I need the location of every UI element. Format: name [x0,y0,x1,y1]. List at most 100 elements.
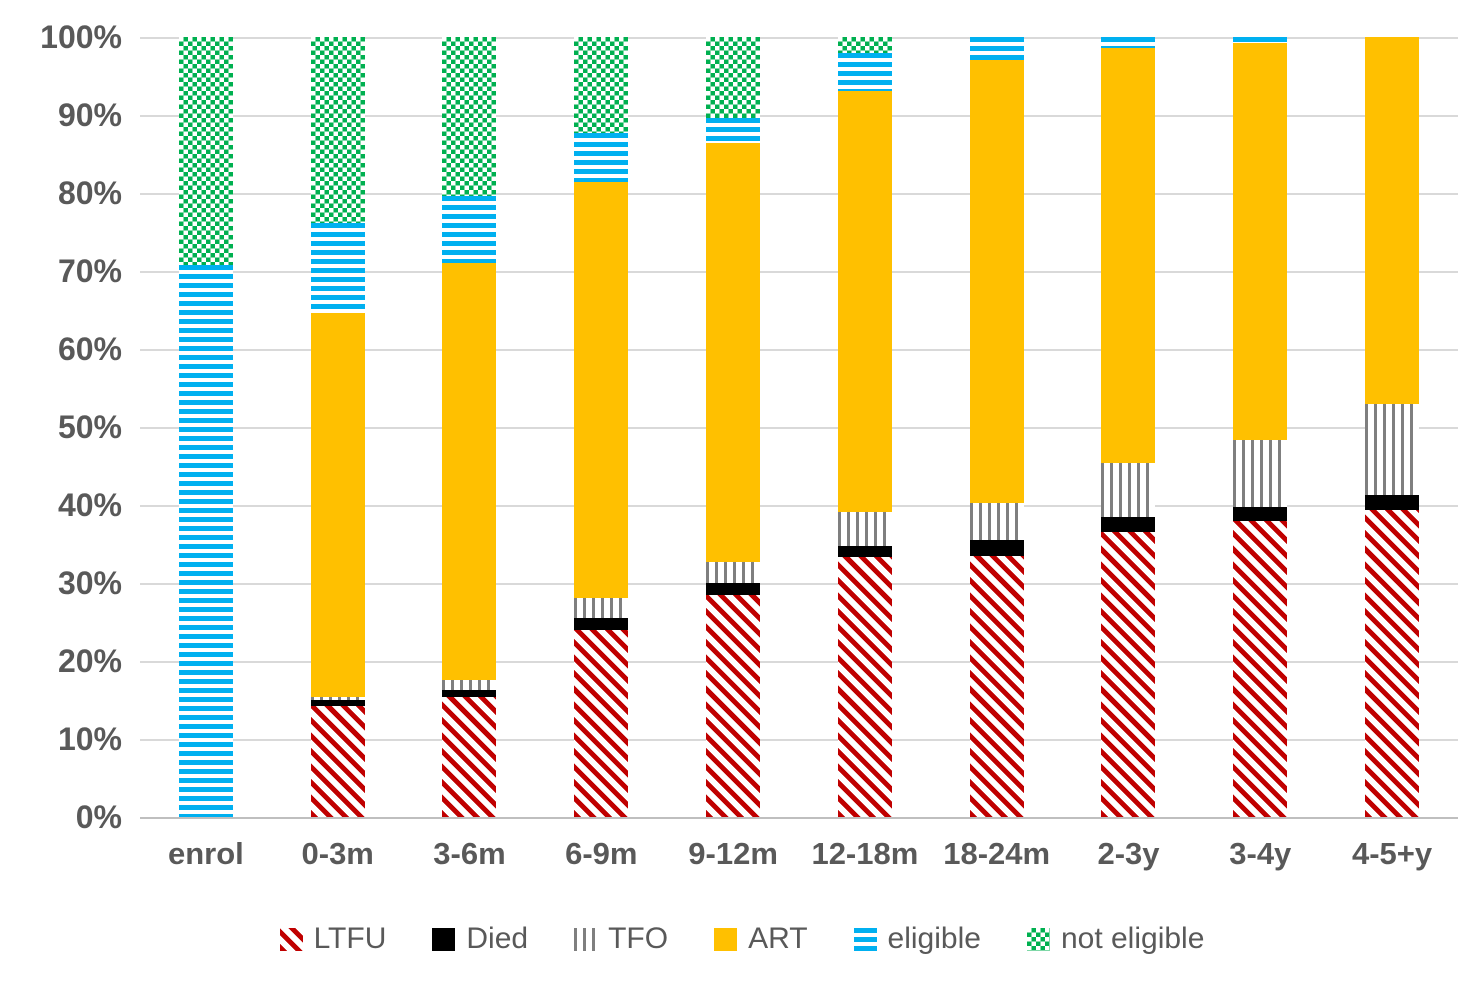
segment-LTFU-6-9m [574,629,629,817]
segment-LTFU-18-24m [969,555,1024,817]
y-tick-40: 40% [57,487,122,523]
segment-LTFU-4-5+y [1365,509,1420,817]
x-tick-6-9m: 6-9m [565,836,638,871]
legend-item-LTFU: LTFU [279,922,386,956]
bar-0-3m [310,37,365,817]
bar-slot-9-12m [667,37,799,817]
segment-ART-2-3y [1101,47,1156,463]
segment-TFO-9-12m [706,561,761,584]
segment-ART-12-18m [837,90,892,513]
x-tick-18-24m: 18-24m [943,836,1051,871]
segment-TFO-6-9m [574,597,629,619]
x-axis: enrol 0-3m 3-6m 6-9m 9-12m 12-18m 18-24m 2-3y 3-… [140,836,1458,872]
bar-9-12m [706,37,761,817]
plot-area [140,37,1458,819]
segment-eligible-0-3m [310,222,365,314]
bar-slot-6-9m [535,37,667,817]
y-tick-20: 20% [57,643,122,679]
legend-item-not-eligible: not eligible [1026,922,1205,956]
bar-slot-3-4y [1194,37,1326,817]
legend-label-Died: Died [466,922,529,955]
segment-ART-0-3m [310,313,365,697]
x-tick-enrol: enrol [168,836,244,871]
legend: LTFU Died TFO ART eligible not eligible [0,922,1484,956]
legend-label-not-eligible: not eligible [1060,922,1205,955]
segment-TFO-4-5+y [1365,403,1420,495]
segment-ART-9-12m [706,143,761,562]
segment-TFO-3-6m [442,679,497,690]
segment-eligible-enrol [178,264,233,817]
y-tick-80: 80% [57,175,122,211]
bar-slot-4-5+y [1326,37,1458,817]
segment-TFO-18-24m [969,502,1024,541]
y-tick-60: 60% [57,331,122,367]
x-tick-3-4y: 3-4y [1229,836,1292,871]
legend-label-TFO: TFO [608,922,669,955]
bar-18-24m [969,37,1024,817]
segment-TFO-12-18m [837,512,892,547]
y-tick-70: 70% [57,253,122,289]
segment-ART-3-6m [442,263,497,680]
segment-TFO-3-4y [1233,440,1288,508]
segment-TFO-0-3m [310,696,365,701]
y-tick-0: 0% [75,799,122,835]
legend-swatch-eligible-icon [853,927,877,951]
legend-item-Died: Died [432,922,528,956]
segment-TFO-2-3y [1101,462,1156,517]
bar-slot-12-18m [799,37,931,817]
legend-swatch-not-eligible-icon [1026,927,1050,951]
bar-2-3y [1101,37,1156,817]
y-axis: 0% 10% 20% 30% 40% 50% 60% 70% 80% 90% 100% [0,19,122,835]
y-tick-90: 90% [57,97,122,133]
bar-enrol [178,37,233,817]
segment-ART-4-5+y [1365,37,1420,404]
x-tick-2-3y: 2-3y [1097,836,1160,871]
y-tick-30: 30% [57,565,122,601]
segment-Died-3-4y [1233,507,1288,522]
y-tick-100: 100% [40,19,122,55]
segment-Died-12-18m [837,546,892,558]
bar-3-4y [1233,37,1288,817]
segment-eligible-3-4y [1233,37,1288,44]
segment-ART-18-24m [969,60,1024,503]
legend-item-TFO: TFO [574,922,668,956]
bar-12-18m [837,37,892,817]
segment-not-eligible-0-3m [310,37,365,223]
y-tick-10: 10% [57,721,122,757]
legend-swatch-Died-icon [432,927,456,951]
segment-not-eligible-enrol [178,37,233,265]
segment-not-eligible-6-9m [574,37,629,133]
legend-label-ART: ART [748,922,808,955]
legend-swatch-ART-icon [714,927,738,951]
bar-slot-0-3m [272,37,404,817]
segment-eligible-9-12m [706,118,761,144]
segment-Died-4-5+y [1365,494,1420,510]
segment-eligible-6-9m [574,133,629,183]
segment-LTFU-9-12m [706,594,761,817]
segment-Died-2-3y [1101,516,1156,533]
legend-swatch-TFO-icon [574,927,598,951]
bar-slot-18-24m [931,37,1063,817]
bar-4-5+y [1365,37,1420,817]
segment-eligible-12-18m [837,53,892,91]
bar-slot-enrol [140,37,272,817]
legend-item-ART: ART [714,922,808,956]
x-tick-4-5+y: 4-5+y [1351,836,1433,871]
bar-3-6m [442,37,497,817]
legend-swatch-LTFU-icon [279,927,303,951]
legend-label-eligible: eligible [887,922,981,955]
segment-not-eligible-12-18m [837,37,892,54]
segment-LTFU-3-4y [1233,521,1288,817]
segment-LTFU-12-18m [837,557,892,817]
segment-LTFU-3-6m [442,696,497,817]
segment-ART-6-9m [574,182,629,598]
segment-Died-9-12m [706,583,761,595]
segment-LTFU-2-3y [1101,532,1156,817]
segment-eligible-3-6m [442,196,497,264]
segment-Died-0-3m [310,700,365,707]
segment-Died-6-9m [574,618,629,630]
y-tick-50: 50% [57,409,122,445]
segment-not-eligible-9-12m [706,37,761,119]
segment-not-eligible-3-6m [442,37,497,197]
bar-slot-2-3y [1063,37,1195,817]
